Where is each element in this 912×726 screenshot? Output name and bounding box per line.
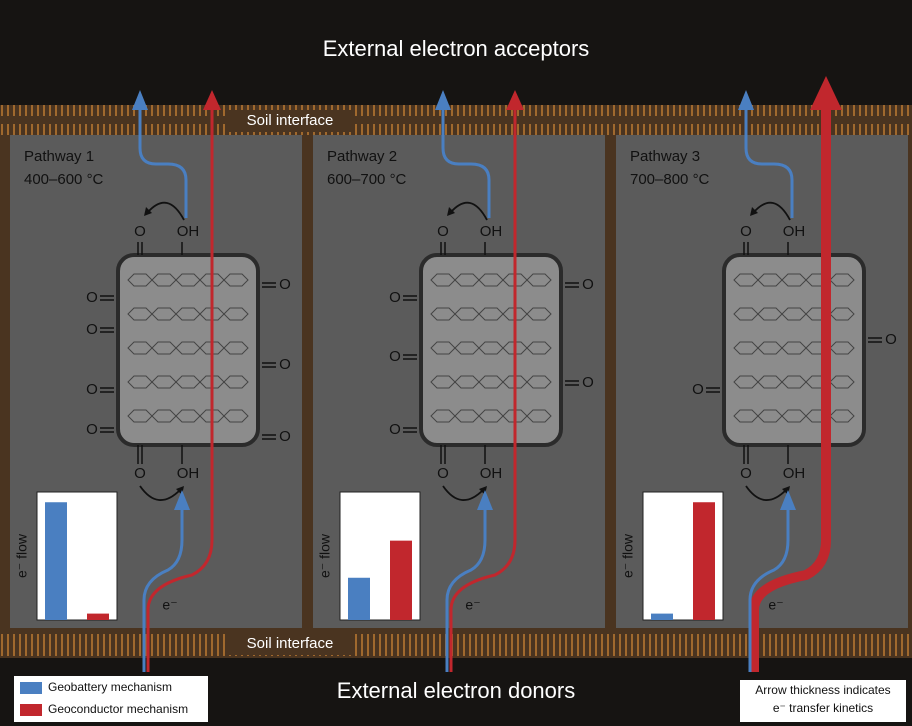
y-axis-label: e⁻ flow [620, 533, 636, 578]
electron-label: e⁻ [768, 597, 783, 613]
bar [45, 502, 67, 620]
functional-group: O [437, 465, 449, 482]
functional-group: OH [177, 465, 200, 482]
functional-group: O [582, 374, 594, 391]
diagram: External electron acceptors External ele… [0, 0, 912, 726]
soil-band-bottom [0, 628, 912, 658]
y-axis-label: e⁻ flow [14, 533, 30, 578]
functional-group: O [437, 223, 449, 240]
functional-group: OH [783, 223, 806, 240]
pathway-temperature: 600–700 °C [327, 171, 407, 188]
functional-group: O [134, 223, 146, 240]
functional-group: OH [783, 465, 806, 482]
functional-group: O [885, 331, 897, 348]
functional-group: O [582, 276, 594, 293]
functional-group: O [740, 223, 752, 240]
functional-group: O [86, 381, 98, 398]
bar [348, 578, 370, 620]
y-axis-label: e⁻ flow [317, 533, 333, 578]
biochar-particle [421, 255, 561, 445]
pathway-temperature: 400–600 °C [24, 171, 104, 188]
functional-group: O [279, 356, 291, 373]
bar [651, 614, 673, 620]
biochar-particle [724, 255, 864, 445]
functional-group: O [279, 276, 291, 293]
functional-group: OH [480, 223, 503, 240]
electron-label: e⁻ [465, 597, 480, 613]
soil-label: Soil interface [247, 112, 334, 129]
legend-label: Geoconductor mechanism [48, 702, 188, 716]
electron-label: e⁻ [162, 597, 177, 613]
note-line: e⁻ transfer kinetics [773, 701, 873, 715]
bar [390, 541, 412, 620]
pathway-temperature: 700–800 °C [630, 171, 710, 188]
functional-group: O [389, 289, 401, 306]
functional-group: O [86, 321, 98, 338]
note-line: Arrow thickness indicates [755, 683, 890, 697]
soil-label: Soil interface [247, 635, 334, 652]
pathway-name: Pathway 2 [327, 148, 397, 165]
top-label: External electron acceptors [323, 36, 590, 61]
pathway-name: Pathway 1 [24, 148, 94, 165]
functional-group: O [134, 465, 146, 482]
functional-group: O [279, 428, 291, 445]
biochar-particle [118, 255, 258, 445]
functional-group: OH [480, 465, 503, 482]
functional-group: O [740, 465, 752, 482]
legend-label: Geobattery mechanism [48, 680, 172, 694]
bottom-label: External electron donors [337, 678, 575, 703]
legend-swatch [20, 682, 42, 694]
bar [693, 502, 715, 620]
legend-swatch [20, 704, 42, 716]
functional-group: O [389, 421, 401, 438]
functional-group: O [692, 381, 704, 398]
bar [87, 614, 109, 620]
functional-group: O [86, 289, 98, 306]
functional-group: O [389, 348, 401, 365]
pathway-name: Pathway 3 [630, 148, 700, 165]
functional-group: OH [177, 223, 200, 240]
functional-group: O [86, 421, 98, 438]
